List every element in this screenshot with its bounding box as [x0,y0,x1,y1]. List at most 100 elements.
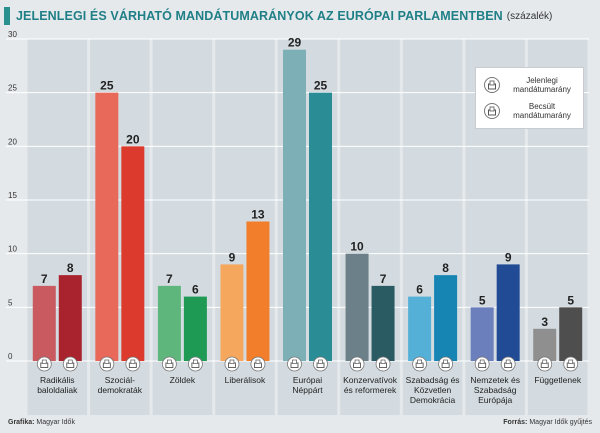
category-label: Függetlenek [534,375,582,385]
ballot-box-icon [36,356,52,372]
y-tick-label: 30 [8,30,17,39]
category-label: Liberálisok [225,375,266,385]
category-label: Radikális [40,375,75,385]
category-label: Szabadság és [406,375,460,385]
bar [246,221,270,361]
footer-credit-value: Magyar Idők [36,419,75,426]
title-accent [4,7,10,25]
category-label: baloldaliak [37,385,78,395]
ballot-box-icon [474,356,490,372]
legend: Jelenlegi mandátumarány Becsült mandátum… [475,67,584,129]
footer-source-label: Forrás: [503,419,528,426]
category-label: Európai [293,375,322,385]
ballot-box-icon-paper [292,359,297,364]
category-label: Európája [478,395,512,405]
ballot-box-icon-paper [505,359,511,364]
bar [408,296,432,361]
bar-value-label: 7 [166,272,173,286]
category-label: Szabadság [474,385,517,395]
footer-credit: Grafika: Magyar Idők [8,419,75,426]
bar-value-label: 25 [100,79,114,93]
bar [434,275,458,361]
chart-unit: (százalék) [506,10,553,22]
ballot-box-icon [250,356,266,372]
ballot-box-icon-paper [67,359,73,364]
bar [58,275,82,361]
ballot-box-icon [500,356,516,372]
ballot-box-icon [375,356,391,372]
ballot-box-icon [484,103,500,119]
bar [157,285,181,361]
ballot-box-icon-paper [130,359,136,364]
bar [283,49,306,361]
ballot-box-icon-paper [354,359,360,364]
ballot-box-icon-paper [479,359,485,364]
ballot-box-icon [161,356,177,372]
legend-estimated-line1: Becsült [528,102,556,111]
bar [470,307,494,361]
legend-current-line1: Jelenlegi [526,76,558,85]
category-label: Nemzetek és [470,375,520,385]
ballot-box-icon-paper [568,359,574,364]
legend-current-line2: mandátumarány [513,85,571,94]
ballot-box-icon [563,356,579,372]
bar-value-label: 6 [416,283,423,297]
bar-value-label: 6 [192,283,199,297]
bar [559,307,583,361]
footer-source: Forrás: Magyar Idők gyűjtés [503,419,592,426]
bar-value-label: 3 [541,315,548,329]
title-bar: JELENLEGI ÉS VÁRHATÓ MANDÁTUMARÁNYOK AZ … [0,6,552,26]
category-label: demokraták [98,385,143,395]
bar-value-label: 7 [380,272,387,286]
ballot-box-icon [99,356,115,372]
legend-item-estimated: Becsült mandátumarány [484,102,578,120]
ballot-box-icon [187,356,203,372]
category-label: Konzervatívok [343,375,398,385]
bar [345,253,369,361]
bar-value-label: 9 [505,250,512,264]
bar-value-label: 5 [567,293,574,307]
ballot-box-icon [125,356,141,372]
ballot-box-icon [62,356,78,372]
y-tick-label: 0 [8,352,13,361]
y-tick-label: 15 [8,191,17,200]
bar-value-label: 25 [314,79,328,93]
y-tick-label: 5 [8,298,13,307]
ballot-box-icon-paper [380,359,386,364]
category-label: Szociál- [105,375,135,385]
ballot-box-icon [224,356,240,372]
ballot-box-icon [537,356,553,372]
legend-item-current: Jelenlegi mandátumarány [484,76,578,94]
bar-value-label: 7 [41,272,48,286]
y-tick-label: 20 [8,137,17,146]
bar [220,264,244,361]
bar [533,328,557,361]
bar [183,296,207,361]
bar [496,264,520,361]
bar-value-label: 20 [126,132,140,146]
bar [121,146,145,361]
ballot-box-icon-paper [229,359,235,364]
ballot-box-icon [438,356,454,372]
ballot-box-icon-paper [318,359,323,364]
category-label: Közvetlen [414,385,452,395]
category-label: Néppárt [292,385,323,395]
footer-source-value: Magyar Idők gyűjtés [529,419,592,426]
legend-estimated-line2: mandátumarány [513,111,571,120]
category-label: Zöldek [170,375,196,385]
bar-value-label: 29 [288,36,302,50]
ballot-box-icon-paper [104,359,110,364]
ballot-box-icon [313,356,328,372]
ballot-box-icon-paper [542,359,548,364]
ballot-box-icon-paper [255,359,261,364]
bar [309,92,332,362]
chart-title: JELENLEGI ÉS VÁRHATÓ MANDÁTUMARÁNYOK AZ … [16,9,503,23]
bar-value-label: 5 [479,293,486,307]
category-label: és reformerek [344,385,397,395]
ballot-box-icon [287,356,302,372]
bar [95,92,119,362]
ballot-box-icon [412,356,428,372]
ballot-box-icon [349,356,365,372]
bar [32,285,56,361]
